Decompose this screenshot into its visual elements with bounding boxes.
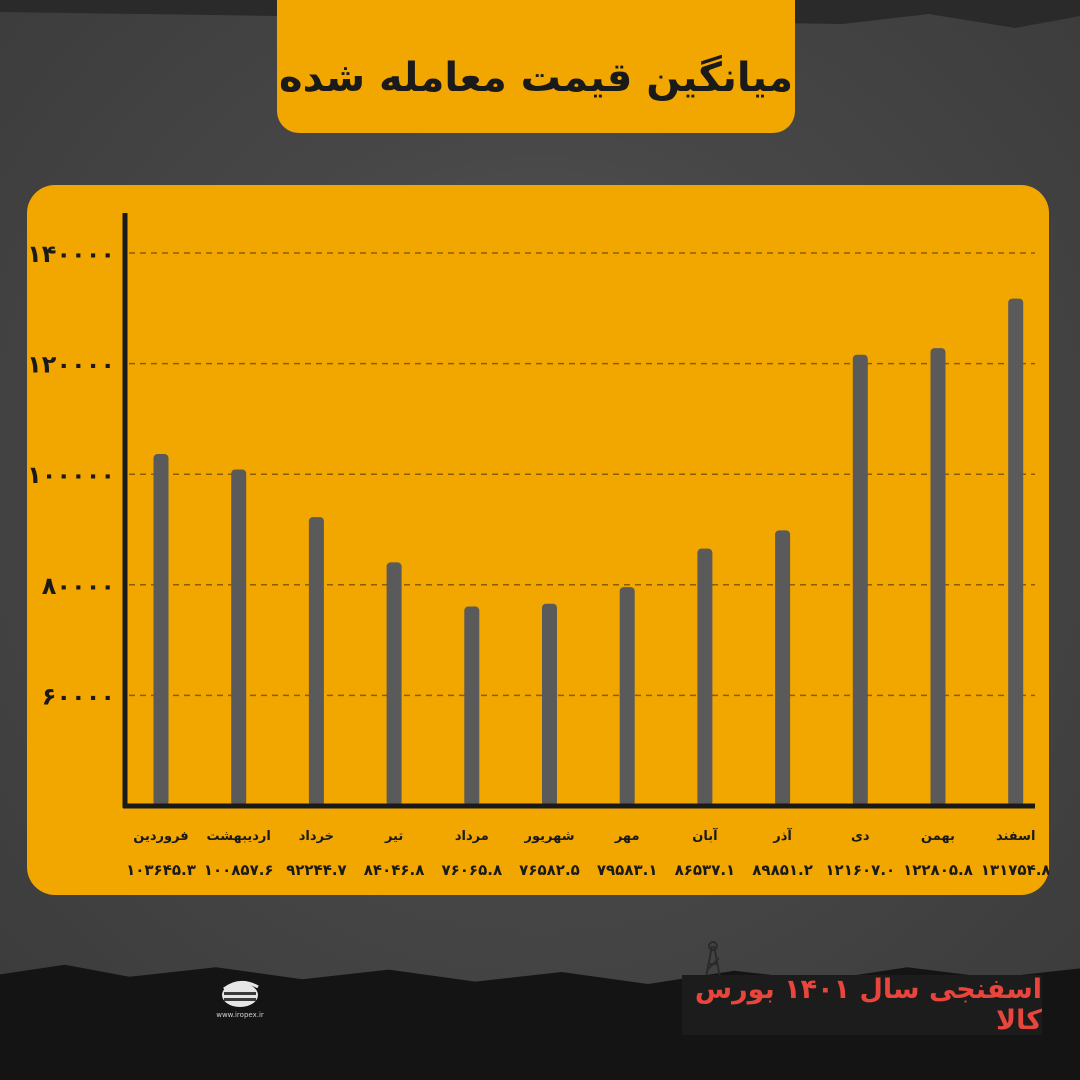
bar (464, 606, 480, 806)
bar (619, 587, 635, 806)
bar-value-label: ۱۰۰۸۵۷.۶ (204, 861, 274, 879)
iropex-logo: www.iropex.ir (210, 975, 270, 1019)
bar-chart: ۶۰۰۰۰ ۸۰۰۰۰ ۱۰۰۰۰۰ ۱۲۰۰۰۰ ۱۴۰۰۰۰ فروردین ۱۰۳۶۴… (27, 213, 1049, 879)
bar (697, 548, 713, 806)
x-category-label: بهمن (921, 829, 955, 844)
footer-text: اسفنجی سال ۱۴۰۱ بورس کالا (694, 974, 1042, 1036)
x-category-label: مهر (614, 829, 640, 844)
bar (1008, 298, 1024, 806)
title-banner: میانگین قیمت معامله شده (277, 0, 795, 133)
x-category-label: اردیبهشت (207, 829, 271, 844)
bar-value-label: ۸۴۰۴۶.۸ (364, 861, 425, 879)
bar (930, 348, 946, 806)
x-category-label: شهریور (524, 829, 575, 844)
x-category-label: دی (851, 829, 870, 844)
x-category-label: آبان (692, 827, 718, 844)
bar-value-label: ۸۹۸۵۱.۲ (752, 861, 813, 879)
logo-url: www.iropex.ir (216, 1011, 264, 1019)
bar-value-label: ۷۶۵۸۲.۵ (519, 861, 580, 879)
bar-value-label: ۸۶۵۳۷.۱ (675, 861, 736, 879)
x-category-label: اسفند (996, 829, 1035, 844)
y-tick-label: ۶۰۰۰۰ (42, 682, 115, 710)
x-category-label: آذر (772, 827, 792, 844)
bar (852, 354, 868, 806)
bar (153, 454, 169, 806)
y-tick-label: ۸۰۰۰۰ (42, 572, 115, 600)
bar (386, 562, 402, 806)
x-category-label: مرداد (455, 829, 489, 844)
x-category-label: فروردین (133, 829, 188, 844)
chart-panel: ۶۰۰۰۰ ۸۰۰۰۰ ۱۰۰۰۰۰ ۱۲۰۰۰۰ ۱۴۰۰۰۰ فروردین ۱۰۳۶۴… (27, 185, 1049, 895)
x-category-label: خرداد (299, 829, 334, 844)
bar-value-label: ۹۲۲۴۴.۷ (286, 861, 347, 879)
x-category-label: تیر (384, 829, 403, 844)
y-tick-label: ۱۰۰۰۰۰ (27, 461, 115, 489)
bar-value-label: ۱۲۱۶۰۷.۰ (825, 861, 895, 879)
bar (775, 530, 791, 806)
bar (308, 517, 324, 806)
bar-value-label: ۷۶۰۶۵.۸ (441, 861, 502, 879)
y-tick-label: ۱۴۰۰۰۰ (27, 240, 115, 268)
bar-value-label: ۱۳۱۷۵۴.۸ (981, 861, 1049, 879)
chart-title: میانگین قیمت معامله شده (279, 54, 793, 101)
footer-banner: اسفنجی سال ۱۴۰۱ بورس کالا (682, 974, 1042, 1036)
bar (542, 603, 557, 806)
bar-value-label: ۱۲۲۸۰۵.۸ (903, 861, 973, 879)
bar-value-label: ۱۰۳۶۴۵.۳ (126, 861, 196, 879)
iropex-logo-icon (222, 981, 259, 1007)
bar (231, 469, 247, 806)
y-tick-label: ۱۲۰۰۰۰ (27, 351, 115, 379)
bar-value-label: ۷۹۵۸۳.۱ (597, 861, 658, 879)
